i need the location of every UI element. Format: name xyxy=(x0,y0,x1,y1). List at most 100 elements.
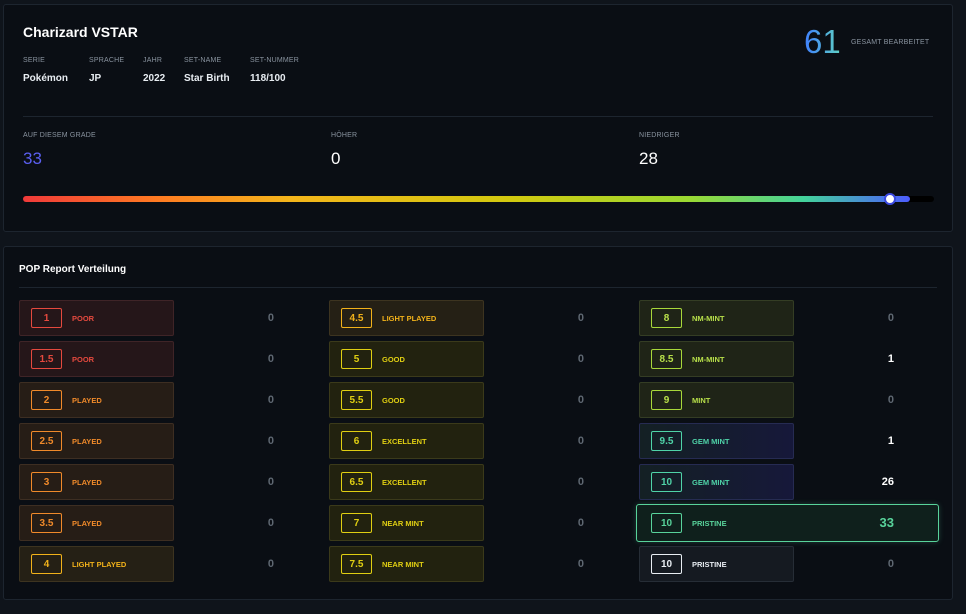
grade-badge: 3 PLAYED xyxy=(19,464,174,500)
grade-number: 3 xyxy=(31,472,62,492)
stat-lower-label: NIEDRIGER xyxy=(639,132,680,139)
grade-count: 0 xyxy=(577,353,584,365)
grade-number: 9.5 xyxy=(651,431,682,451)
meta-value-series: Pokémon xyxy=(23,73,69,84)
grade-name: PLAYED xyxy=(72,395,102,405)
stat-lower-value: 28 xyxy=(639,149,658,168)
pop-report-divider xyxy=(19,287,937,288)
grade-name: NM-MINT xyxy=(692,313,725,323)
grade-badge: 8 NM-MINT xyxy=(639,300,794,336)
grade-count: 1 xyxy=(887,435,894,447)
grade-count: 0 xyxy=(267,394,274,406)
meta-label-series: SERIE xyxy=(23,57,46,64)
grade-badge: 6 EXCELLENT xyxy=(329,423,484,459)
grade-name: PLAYED xyxy=(72,436,102,446)
grade-name: PLAYED xyxy=(72,477,102,487)
current-grade-highlight xyxy=(636,504,939,542)
grade-count: 0 xyxy=(267,517,274,529)
grade-number: 4 xyxy=(31,554,62,574)
grade-name: POOR xyxy=(72,313,95,323)
grade-name: EXCELLENT xyxy=(382,436,427,446)
grade-name: PLAYED xyxy=(72,518,102,528)
grade-position-bar xyxy=(23,193,934,205)
grade-count: 0 xyxy=(577,312,584,324)
meta-label-set-number: SET-NUMMER xyxy=(250,57,300,64)
grade-number: 6 xyxy=(341,431,372,451)
pop-report-title: POP Report Verteilung xyxy=(19,264,127,275)
grade-name: PRISTINE xyxy=(692,518,727,528)
grade-number: 1.5 xyxy=(31,349,62,369)
grade-number: 10 xyxy=(651,513,682,533)
grade-number: 8.5 xyxy=(651,349,682,369)
grade-number: 8 xyxy=(651,308,682,328)
grade-badge: 2 PLAYED xyxy=(19,382,174,418)
grade-number: 10 xyxy=(651,472,682,492)
card-summary-panel: Charizard VSTAR SERIE Pokémon SPRACHE JP… xyxy=(3,4,953,232)
grade-count: 0 xyxy=(577,558,584,570)
grade-count: 33 xyxy=(879,515,894,530)
grade-name: LIGHT PLAYED xyxy=(72,559,127,569)
meta-value-language: JP xyxy=(89,73,102,84)
grade-badge: 5.5 GOOD xyxy=(329,382,484,418)
grade-badge: 4 LIGHT PLAYED xyxy=(19,546,174,582)
stat-on-grade-label: AUF DIESEM GRADE xyxy=(23,132,96,139)
grade-badge: 3.5 PLAYED xyxy=(19,505,174,541)
meta-value-set-name: Star Birth xyxy=(184,73,230,84)
grade-count: 0 xyxy=(887,312,894,324)
stat-higher-label: HÖHER xyxy=(331,132,358,139)
grade-count: 0 xyxy=(577,435,584,447)
grade-count: 0 xyxy=(577,394,584,406)
grade-number: 5 xyxy=(341,349,372,369)
grade-name: GOOD xyxy=(382,354,405,364)
grade-name: POOR xyxy=(72,354,95,364)
meta-value-set-number: 118/100 xyxy=(250,73,286,84)
grade-count: 0 xyxy=(887,394,894,406)
grade-number: 5.5 xyxy=(341,390,372,410)
stat-higher-value: 0 xyxy=(331,149,341,168)
grade-badge: 5 GOOD xyxy=(329,341,484,377)
grade-name: EXCELLENT xyxy=(382,477,427,487)
grade-name: GEM MINT xyxy=(692,477,730,487)
pop-report-panel: POP Report Verteilung 1 POOR 0 1.5 POOR 0 2 PLA… xyxy=(3,246,953,600)
grade-badge: 1 POOR xyxy=(19,300,174,336)
grade-count: 0 xyxy=(267,435,274,447)
grade-badge: 9 MINT xyxy=(639,382,794,418)
grade-count: 0 xyxy=(887,558,894,570)
grade-badge: 7.5 NEAR MINT xyxy=(329,546,484,582)
grade-number: 2.5 xyxy=(31,431,62,451)
grade-count: 0 xyxy=(267,558,274,570)
grade-badge: 4.5 LIGHT PLAYED xyxy=(329,300,484,336)
grade-badge: 6.5 EXCELLENT xyxy=(329,464,484,500)
grade-count: 0 xyxy=(267,476,274,488)
meta-label-year: JAHR xyxy=(143,57,163,64)
total-graded-label: GESAMT BEARBEITET xyxy=(851,39,930,46)
grade-count: 0 xyxy=(577,517,584,529)
grade-name: GOOD xyxy=(382,395,405,405)
grade-count: 1 xyxy=(887,353,894,365)
grade-number: 1 xyxy=(31,308,62,328)
grade-name: NEAR MINT xyxy=(382,518,424,528)
grade-name: LIGHT PLAYED xyxy=(382,313,437,323)
grade-badge: 7 NEAR MINT xyxy=(329,505,484,541)
summary-divider xyxy=(23,116,933,117)
grade-number: 6.5 xyxy=(341,472,372,492)
grade-badge: 10 PRISTINE xyxy=(639,546,794,582)
grade-count: 0 xyxy=(267,353,274,365)
grade-number: 10 xyxy=(651,554,682,574)
meta-value-year: 2022 xyxy=(143,73,166,84)
grade-name: NM-MINT xyxy=(692,354,725,364)
grade-number: 7.5 xyxy=(341,554,372,574)
grade-badge: 1.5 POOR xyxy=(19,341,174,377)
grade-name: NEAR MINT xyxy=(382,559,424,569)
grade-number: 2 xyxy=(31,390,62,410)
grade-count: 0 xyxy=(267,312,274,324)
grade-count: 0 xyxy=(577,476,584,488)
total-graded-count: 61 xyxy=(804,23,841,60)
grade-name: PRISTINE xyxy=(692,559,727,569)
grade-badge: 10 GEM MINT xyxy=(639,464,794,500)
grade-badge: 10 PRISTINE xyxy=(639,505,794,541)
grade-number: 7 xyxy=(341,513,372,533)
grade-badge: 2.5 PLAYED xyxy=(19,423,174,459)
card-title: Charizard VSTAR xyxy=(23,24,138,40)
grade-number: 3.5 xyxy=(31,513,62,533)
